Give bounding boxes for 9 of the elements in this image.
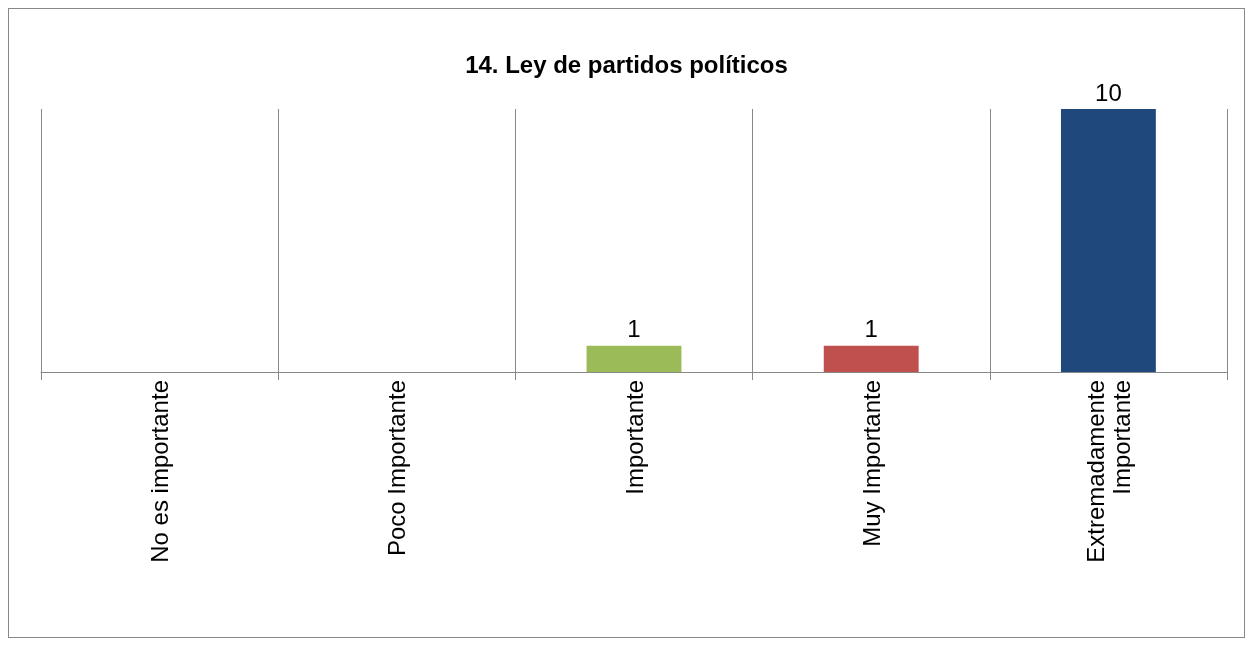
x-tick-label: Extremadamente Importante <box>1081 380 1135 563</box>
x-tick-label: Importante <box>620 380 648 495</box>
data-label: 1 <box>864 315 878 343</box>
x-tick-label: Muy Importante <box>857 380 885 547</box>
x-tick-label: Poco Importante <box>383 380 411 557</box>
data-label: 10 <box>1095 78 1122 106</box>
x-tick-label: No es importante <box>146 380 174 563</box>
chart-title: 14. Ley de partidos políticos <box>465 50 788 78</box>
data-label: 1 <box>627 315 641 343</box>
